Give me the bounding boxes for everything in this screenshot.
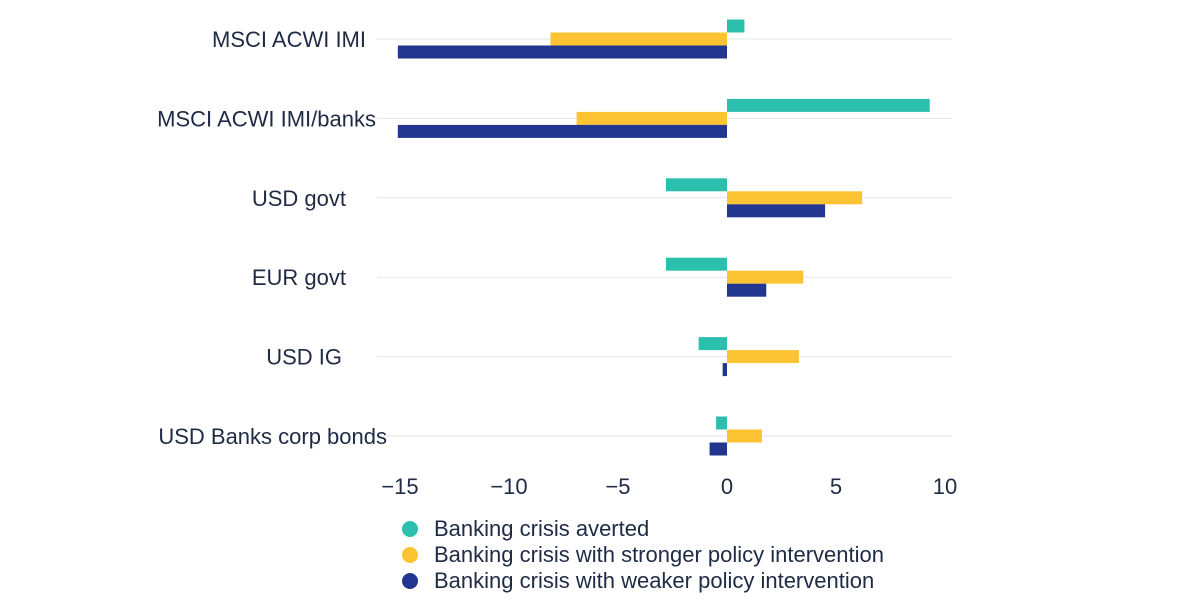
x-tick-label: 5 <box>830 474 842 499</box>
legend-label: Banking crisis with stronger policy inte… <box>434 542 884 567</box>
x-axis-ticks: −15 −10 −5 0 5 10 <box>381 474 957 499</box>
category-label: USD Banks corp bonds <box>158 424 387 449</box>
category-label: USD govt <box>252 186 346 211</box>
legend-item-stronger: Banking crisis with stronger policy inte… <box>402 542 884 568</box>
bar <box>727 429 762 443</box>
bar <box>397 124 727 138</box>
x-tick-label: −10 <box>490 474 527 499</box>
bar <box>727 350 799 364</box>
category-label: USD IG <box>266 345 342 370</box>
bar <box>727 191 863 205</box>
bar <box>727 98 930 112</box>
bar <box>727 204 826 218</box>
legend-item-averted: Banking crisis averted <box>402 516 884 542</box>
legend-label: Banking crisis with weaker policy interv… <box>434 568 875 593</box>
legend-swatch <box>402 573 418 589</box>
category-labels: MSCI ACWI IMI MSCI ACWI IMI/banks USD govt… <box>157 27 387 449</box>
x-tick-label: −15 <box>381 474 418 499</box>
bar <box>698 337 727 351</box>
bar <box>665 178 727 192</box>
legend-item-weaker: Banking crisis with weaker policy interv… <box>402 568 884 594</box>
category-label: EUR govt <box>252 265 346 290</box>
bar <box>727 283 767 297</box>
bar <box>716 416 727 430</box>
bar <box>665 257 727 271</box>
x-tick-label: −5 <box>605 474 630 499</box>
bar <box>727 19 745 33</box>
gridlines <box>377 38 952 437</box>
category-label: MSCI ACWI IMI/banks <box>157 106 376 131</box>
x-tick-label: 10 <box>933 474 957 499</box>
bars <box>397 19 930 456</box>
bar <box>727 270 804 284</box>
bar <box>576 111 727 125</box>
legend-label: Banking crisis averted <box>434 516 650 541</box>
legend: Banking crisis averted Banking crisis wi… <box>402 516 884 594</box>
category-label: MSCI ACWI IMI <box>212 27 366 52</box>
bar <box>709 442 727 456</box>
legend-swatch <box>402 547 418 563</box>
bar <box>550 32 727 46</box>
legend-swatch <box>402 521 418 537</box>
bar <box>722 363 727 377</box>
x-tick-label: 0 <box>721 474 733 499</box>
bar <box>397 45 727 59</box>
